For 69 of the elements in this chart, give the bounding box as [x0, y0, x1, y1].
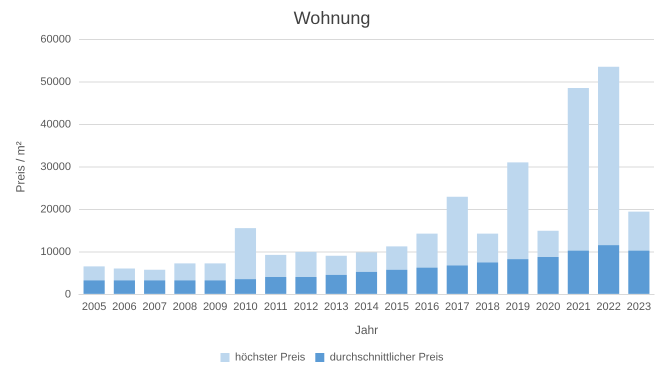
bar — [144, 270, 166, 280]
bar — [476, 262, 498, 294]
bar — [507, 162, 528, 260]
x-tick-label: 2015 — [384, 301, 409, 314]
bar — [114, 268, 135, 280]
bar — [537, 257, 559, 294]
x-tick-label: 2020 — [536, 301, 560, 314]
bar — [386, 246, 408, 270]
y-tick-label: 30000 — [40, 161, 71, 174]
bar — [416, 234, 438, 268]
x-tick-label: 2009 — [202, 301, 228, 314]
bar — [628, 250, 650, 294]
legend-label: höchster Preis — [234, 352, 306, 364]
y-axis-title: Preis / m² — [14, 141, 28, 193]
x-tick-label: 2017 — [445, 301, 470, 314]
bar — [416, 268, 438, 294]
bar — [234, 228, 256, 280]
bar — [598, 245, 620, 294]
bar — [446, 196, 468, 266]
bar — [204, 263, 226, 280]
bar — [386, 270, 408, 294]
bar — [265, 254, 286, 277]
x-tick-label: 2022 — [596, 301, 621, 314]
x-tick-label: 2013 — [324, 301, 348, 314]
bar — [295, 252, 317, 277]
bar — [174, 280, 196, 294]
x-tick-label: 2023 — [626, 301, 652, 314]
bar — [326, 256, 347, 275]
x-tick-label: 2011 — [264, 301, 288, 314]
y-tick-label: 20000 — [40, 204, 71, 216]
bar — [326, 274, 347, 294]
x-tick-label: 2007 — [142, 301, 167, 314]
y-tick-label: 0 — [64, 288, 71, 300]
bar — [265, 276, 286, 294]
y-tick-label: 60000 — [40, 34, 71, 46]
legend-label: durchschnittlicher Preis — [330, 352, 444, 364]
bar — [507, 259, 528, 294]
bar — [174, 263, 196, 280]
x-tick-label: 2019 — [506, 301, 530, 314]
bar — [144, 280, 166, 294]
x-tick-label: 2008 — [172, 301, 198, 314]
bar — [234, 279, 256, 294]
bar — [598, 66, 620, 246]
x-axis-title: Jahr — [354, 323, 378, 338]
bar — [628, 212, 650, 251]
x-tick-label: 2014 — [354, 301, 379, 314]
x-tick-label: 2018 — [475, 301, 500, 314]
bar — [84, 280, 105, 294]
x-tick-label: 2005 — [82, 301, 106, 314]
x-tick-label: 2012 — [294, 301, 318, 314]
chart-title: Wohnung — [294, 8, 370, 28]
bar — [114, 280, 135, 294]
bar — [537, 230, 559, 258]
x-tick-label: 2006 — [112, 301, 137, 314]
x-tick-label: 2021 — [566, 301, 591, 314]
x-tick-label: 2016 — [414, 301, 440, 314]
bar — [476, 234, 498, 263]
bar — [84, 266, 105, 280]
bar — [568, 88, 589, 251]
bar — [446, 266, 468, 294]
bar — [295, 276, 317, 294]
x-tick-label: 2010 — [233, 301, 258, 314]
y-tick-label: 10000 — [40, 246, 71, 258]
bar — [568, 250, 589, 294]
bar — [356, 272, 378, 294]
y-tick-label: 40000 — [40, 118, 71, 131]
bar — [204, 280, 226, 294]
bar — [356, 252, 378, 272]
y-tick-label: 50000 — [40, 76, 71, 88]
